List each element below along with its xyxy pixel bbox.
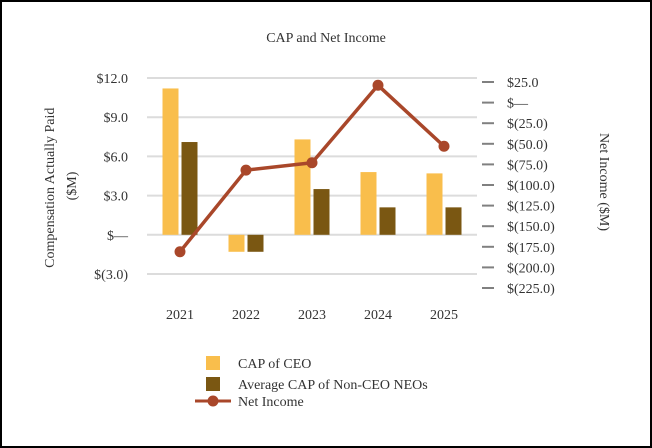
legend-swatch-cap-ceo xyxy=(206,356,220,370)
net-income-point xyxy=(372,79,384,91)
y-tick-label: $12.0 xyxy=(97,72,129,87)
y2-tick-label: $(100.0) xyxy=(507,179,555,194)
x-axis-ticks: 2021 2022 2023 2024 2025 xyxy=(166,308,458,323)
y2-tick-label: $(125.0) xyxy=(507,200,555,215)
x-tick-label: 2025 xyxy=(430,308,458,323)
net-income-point xyxy=(438,140,450,152)
x-tick-label: 2023 xyxy=(298,308,326,323)
y-tick-label: $9.0 xyxy=(104,111,129,126)
y-tick-label: $3.0 xyxy=(104,190,129,205)
bar-cap-ceo xyxy=(426,173,443,235)
bar-cap-ceo xyxy=(294,139,311,235)
y2-tick-label: $25.0 xyxy=(507,76,539,91)
y2-tick-label: $(200.0) xyxy=(507,261,555,276)
legend-label-cap-ceo: CAP of CEO xyxy=(238,357,311,372)
x-tick-label: 2021 xyxy=(166,308,194,323)
legend-label-cap-neo: Average CAP of Non-CEO NEOs xyxy=(238,378,428,393)
bar-cap-ceo xyxy=(228,234,245,252)
net-income-point xyxy=(306,157,318,169)
y2-axis-ticks: $25.0 $— $(25.0) $(50.0) $(75.0) $(100.0) $(12… xyxy=(482,76,555,297)
y2-tick-label: $(25.0) xyxy=(507,117,548,132)
y2-tick-label: $(150.0) xyxy=(507,220,555,235)
x-tick-label: 2022 xyxy=(232,308,260,323)
bar-cap-ceo xyxy=(162,88,179,235)
y2-tick-label: $(175.0) xyxy=(507,241,555,256)
bar-cap-neo xyxy=(445,207,462,235)
bar-cap-neo xyxy=(247,234,264,252)
y-axis-label-line1: Compensation Actually Paid xyxy=(43,108,58,268)
y-axis-label: Compensation Actually Paid ($M) xyxy=(43,104,80,268)
bar-cap-neo xyxy=(313,189,330,235)
y-tick-label: $6.0 xyxy=(104,150,129,165)
y2-tick-label: $(75.0) xyxy=(507,158,548,173)
legend: CAP of CEO Average CAP of Non-CEO NEOs N… xyxy=(195,356,428,410)
bars xyxy=(162,88,462,252)
net-income-path xyxy=(178,83,446,253)
bar-cap-neo xyxy=(379,207,396,235)
legend-marker-net-income xyxy=(207,395,219,407)
y2-axis-label: Net Income ($M) xyxy=(596,133,611,231)
x-tick-label: 2024 xyxy=(364,308,392,323)
y-axis-label-line2: ($M) xyxy=(65,171,80,200)
legend-label-net-income: Net Income xyxy=(238,395,304,410)
net-income-line xyxy=(174,79,450,258)
bar-cap-neo xyxy=(181,142,198,235)
y2-tick-label: $— xyxy=(507,97,529,112)
chart-title: CAP and Net Income xyxy=(266,31,386,46)
y2-tick-label: $(50.0) xyxy=(507,138,548,153)
bar-cap-ceo xyxy=(360,172,377,235)
y-tick-label: $(3.0) xyxy=(94,268,128,283)
y-axis-ticks: $12.0 $9.0 $6.0 $3.0 $— $(3.0) xyxy=(94,72,129,283)
gridlines xyxy=(147,77,477,275)
y2-tick-label: $(225.0) xyxy=(507,282,555,297)
net-income-point xyxy=(174,246,186,258)
y-tick-label: $— xyxy=(107,229,129,244)
legend-swatch-cap-neo xyxy=(206,377,220,391)
net-income-point xyxy=(240,164,252,176)
